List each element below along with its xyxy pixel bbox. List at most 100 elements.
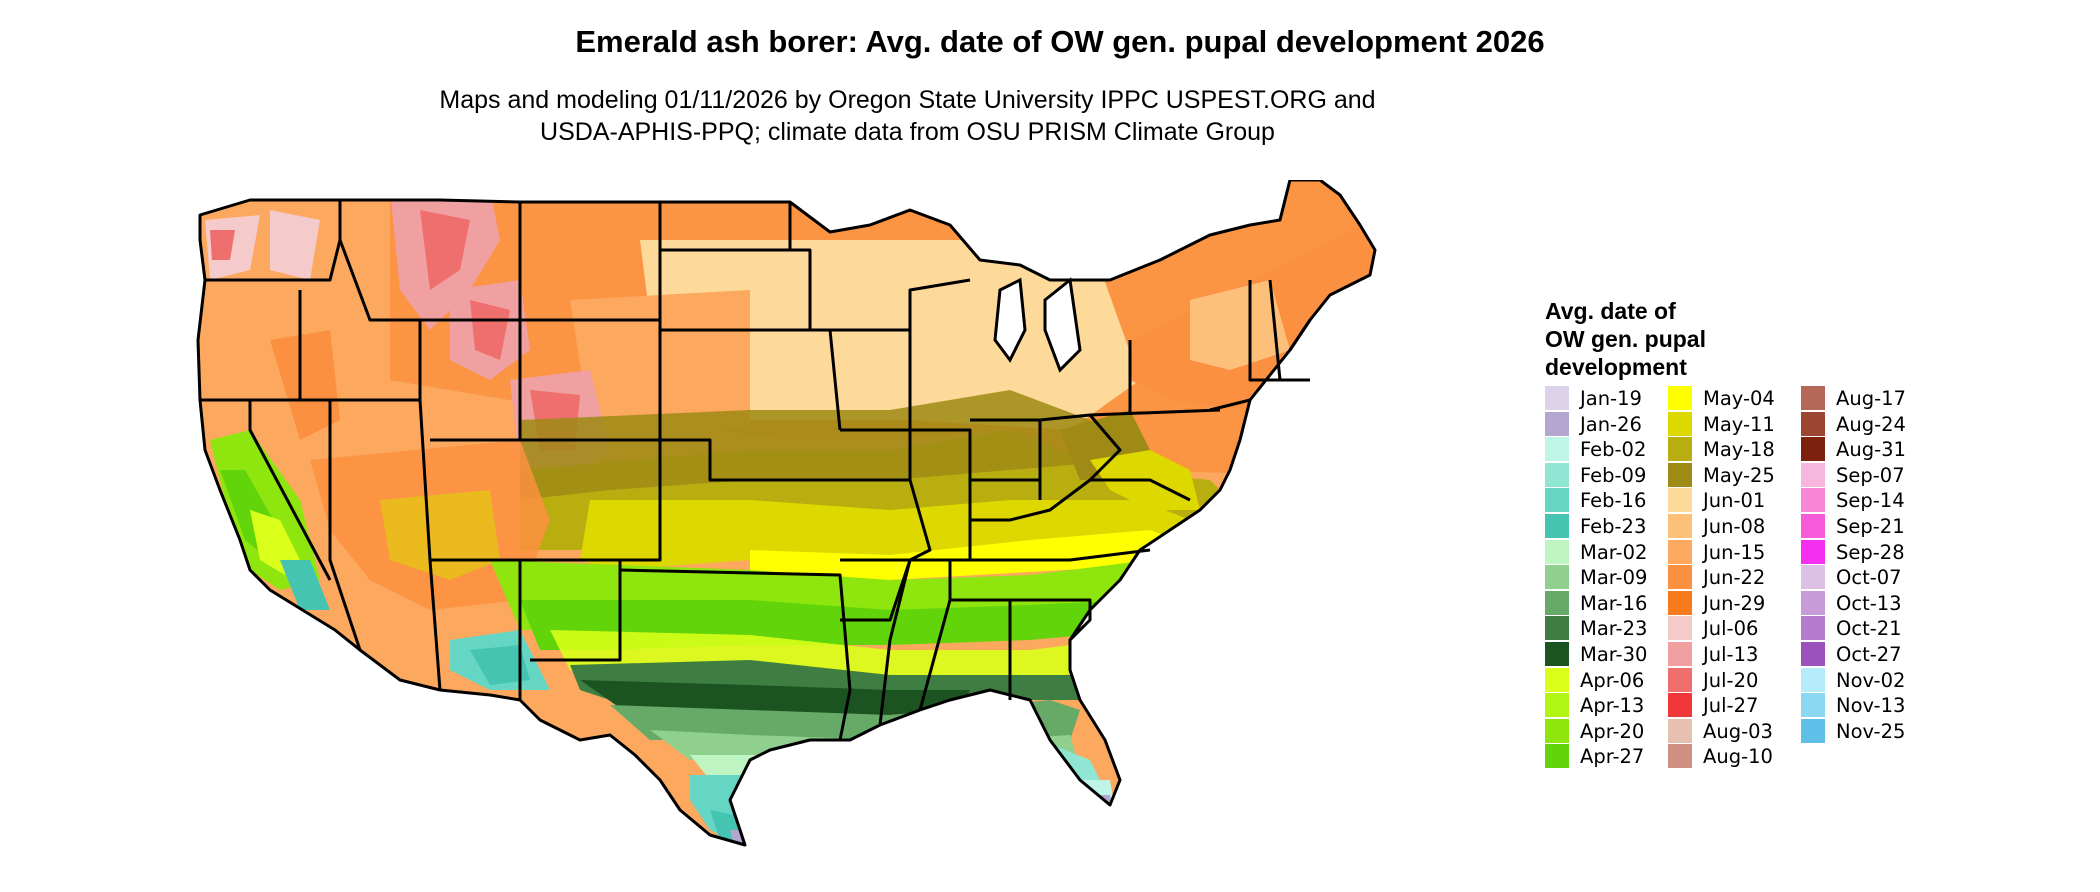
legend-swatch (1545, 514, 1569, 538)
legend-item: Oct-27 (1801, 642, 1951, 668)
legend-swatch (1801, 411, 1825, 436)
legend-item: Jan-19 (1545, 386, 1695, 412)
legend-item: Aug-31 (1801, 437, 1951, 463)
map-title: Emerald ash borer: Avg. date of OW gen. … (575, 24, 1545, 59)
legend-label: Oct-27 (1836, 643, 1902, 666)
legend-swatch (1668, 539, 1692, 564)
legend-item: Aug-17 (1801, 386, 1951, 412)
legend-label: Feb-02 (1580, 438, 1647, 462)
legend-label: Apr-27 (1580, 745, 1645, 769)
legend-item: Feb-02 (1545, 437, 1695, 463)
legend-swatch (1545, 718, 1569, 743)
subtitle-line-1: Maps and modeling 01/11/2026 by Oregon S… (439, 86, 1376, 114)
legend-item: Aug-24 (1801, 411, 1951, 438)
legend-item: Sep-21 (1801, 514, 1951, 540)
legend-swatch (1801, 667, 1825, 692)
legend-label: Feb-09 (1580, 463, 1647, 487)
legend-label: Sep-28 (1836, 540, 1905, 564)
legend-label: Aug-03 (1703, 719, 1773, 743)
legend-swatch (1545, 616, 1569, 641)
legend-swatch (1668, 744, 1692, 769)
legend-item: Apr-13 (1545, 693, 1695, 719)
legend-label: Nov-25 (1836, 719, 1906, 743)
legend-swatch (1668, 590, 1692, 615)
legend-item: Feb-16 (1545, 488, 1695, 514)
legend-item: May-11 (1668, 411, 1818, 438)
legend-label: Sep-21 (1836, 515, 1905, 538)
legend-swatch (1668, 667, 1692, 692)
legend-item: Nov-25 (1801, 718, 1951, 745)
legend-label: Feb-16 (1580, 489, 1647, 513)
legend-item: Mar-16 (1545, 590, 1695, 617)
legend-item: May-04 (1668, 386, 1818, 412)
legend-swatch (1545, 667, 1569, 692)
legend-swatch (1668, 437, 1692, 462)
legend-swatch (1545, 565, 1569, 590)
legend-title-line-2: OW gen. pupal (1545, 326, 1706, 352)
legend-label: Nov-13 (1836, 694, 1906, 718)
legend-item: Aug-10 (1668, 744, 1818, 770)
legend-title: Avg. date of OW gen. pupal development (1545, 297, 1706, 381)
legend-item: Jul-06 (1668, 616, 1818, 642)
legend-item: Oct-07 (1801, 565, 1951, 591)
legend-swatch (1801, 565, 1825, 590)
legend-label: Mar-09 (1580, 566, 1648, 590)
legend-swatch (1801, 693, 1825, 718)
legend-swatch (1668, 718, 1692, 743)
legend-swatch (1668, 642, 1692, 666)
legend-label: Jul-06 (1703, 617, 1759, 641)
legend-swatch (1545, 462, 1569, 487)
legend-label: May-11 (1703, 412, 1775, 436)
legend-item: Sep-07 (1801, 462, 1951, 489)
legend-swatch (1545, 642, 1569, 666)
legend-label: Jul-20 (1703, 668, 1759, 692)
us-phenology-map (196, 180, 1377, 847)
legend-title-line-3: development (1545, 354, 1687, 380)
legend-label: Mar-23 (1580, 617, 1648, 641)
legend-swatch (1545, 744, 1569, 769)
legend-label: Aug-31 (1836, 438, 1906, 462)
legend-label: Aug-24 (1836, 412, 1906, 436)
legend-label: Oct-13 (1836, 591, 1902, 615)
legend-swatch (1801, 590, 1825, 615)
legend-label: Jun-15 (1703, 540, 1766, 564)
legend-label: Aug-10 (1703, 745, 1773, 769)
legend-label: Apr-06 (1580, 668, 1645, 692)
legend-item: Jun-22 (1668, 565, 1818, 591)
legend-label: Mar-16 (1580, 591, 1648, 615)
legend-swatch (1545, 437, 1569, 462)
legend-item: Mar-02 (1545, 539, 1695, 566)
legend-label: Jun-29 (1703, 591, 1766, 615)
subtitle-line-2: USDA-APHIS-PPQ; climate data from OSU PR… (540, 118, 1275, 146)
legend-label: May-25 (1703, 463, 1775, 487)
legend-label: Apr-20 (1580, 719, 1645, 743)
legend-item: Mar-23 (1545, 616, 1695, 642)
legend-swatch (1545, 488, 1569, 513)
legend-label: May-18 (1703, 438, 1775, 462)
legend-swatch (1801, 616, 1825, 641)
legend-item: Apr-27 (1545, 744, 1695, 770)
legend-label: Jun-01 (1703, 489, 1766, 513)
legend-label: Oct-21 (1836, 617, 1902, 641)
legend-item: Jun-15 (1668, 539, 1818, 566)
legend-item: Apr-20 (1545, 718, 1695, 745)
legend-title-line-1: Avg. date of (1545, 298, 1676, 324)
legend-item: Apr-06 (1545, 667, 1695, 694)
legend-item: Sep-14 (1801, 488, 1951, 514)
legend-item: May-25 (1668, 462, 1818, 489)
legend-swatch (1801, 488, 1825, 513)
legend-swatch (1545, 590, 1569, 615)
legend-swatch (1545, 411, 1569, 436)
legend-item: Sep-28 (1801, 539, 1951, 566)
legend-item: Jan-26 (1545, 411, 1695, 438)
legend-label: Oct-07 (1836, 566, 1902, 590)
legend-item: Jul-20 (1668, 667, 1818, 694)
legend-swatch (1801, 718, 1825, 743)
legend-label: Nov-02 (1836, 668, 1906, 692)
legend-swatch (1801, 514, 1825, 538)
legend-item: Aug-03 (1668, 718, 1818, 745)
legend-swatch (1545, 386, 1569, 410)
legend-item: Jun-01 (1668, 488, 1818, 514)
legend-label: Jun-22 (1703, 566, 1766, 590)
legend-item: Jul-13 (1668, 642, 1818, 668)
